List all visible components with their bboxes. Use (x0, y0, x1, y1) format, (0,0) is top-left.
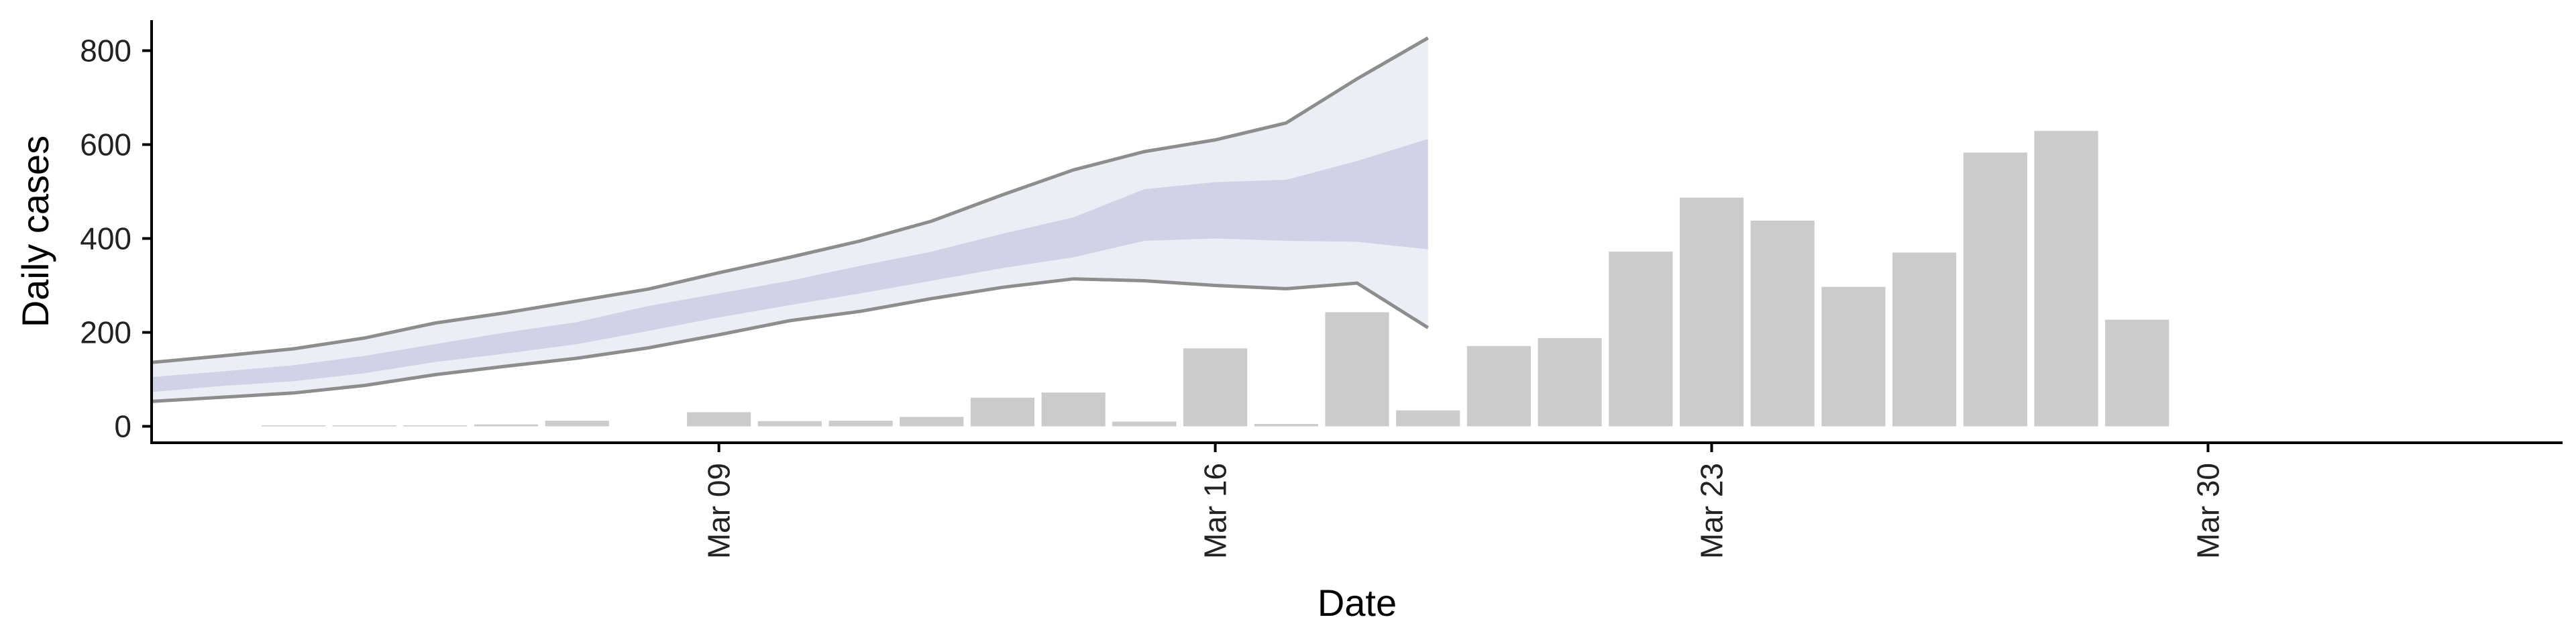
bar (474, 424, 539, 427)
x-tick-label: Mar 09 (702, 463, 737, 559)
y-axis-title: Daily cases (14, 136, 56, 327)
x-tick-label: Mar 30 (2190, 463, 2225, 559)
bar (1892, 252, 1957, 427)
y-tick-label: 800 (80, 34, 131, 68)
bar (970, 397, 1035, 427)
bar (1396, 410, 1460, 427)
x-ticks: Mar 09 Mar 16 Mar 23 Mar 30 (702, 443, 2225, 559)
bar (403, 425, 468, 427)
bar (1254, 424, 1318, 427)
x-axis-title: Date (1318, 582, 1397, 624)
bar (828, 421, 893, 427)
x-tick-label: Mar 16 (1198, 463, 1233, 559)
bar (2034, 131, 2098, 427)
bar (687, 412, 751, 427)
bar (1325, 312, 1389, 427)
bar (1112, 421, 1177, 427)
x-tick-label: Mar 23 (1695, 463, 1729, 559)
bar (1609, 252, 1673, 427)
bar (1963, 152, 2027, 427)
band-50-area (152, 139, 1428, 392)
y-tick-label: 400 (80, 221, 131, 256)
bar-series (261, 131, 2169, 427)
bar (757, 421, 822, 427)
band-upper-line (151, 36, 1429, 364)
bar (1538, 337, 1602, 427)
band-lower-line (151, 277, 1430, 403)
bar (1679, 197, 1744, 427)
bar (1041, 392, 1106, 427)
bar (545, 421, 609, 427)
y-ticks: 0 200 400 600 800 (80, 34, 152, 444)
y-tick-label: 200 (80, 315, 131, 350)
bar (261, 425, 325, 427)
axes (150, 20, 2563, 444)
bar (1750, 220, 1815, 427)
bar (900, 417, 964, 427)
nowcast-bands (151, 36, 1430, 403)
bar (2105, 319, 2169, 427)
bar (1466, 345, 1531, 427)
bar (1183, 348, 1248, 427)
y-tick-label: 0 (114, 409, 131, 444)
y-tick-label: 600 (80, 127, 131, 162)
bar (1821, 286, 1886, 427)
bar (332, 425, 396, 427)
